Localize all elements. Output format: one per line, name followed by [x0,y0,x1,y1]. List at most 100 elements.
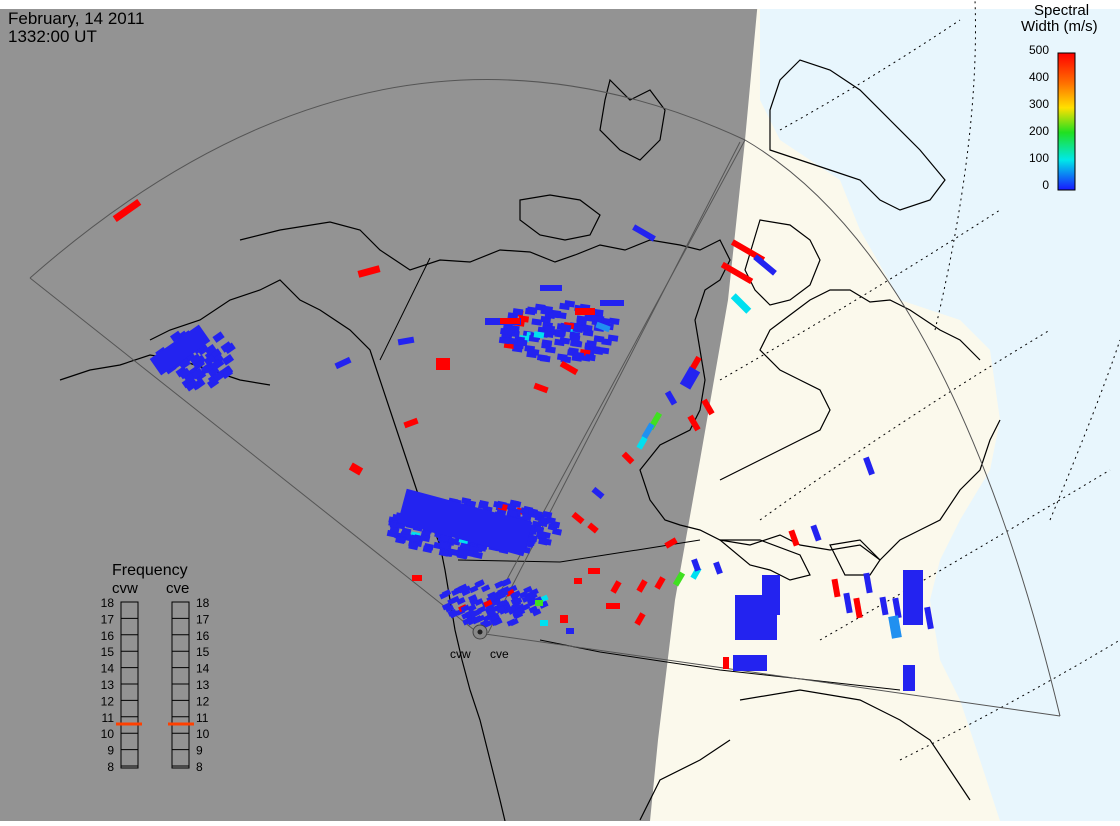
scatter-cell [586,340,597,348]
radar-site-label-cvw: cvw [450,647,471,661]
scatter-cell [566,628,574,634]
scatter-cell [469,585,479,594]
scatter-cell [512,308,524,316]
scatter-cell [903,570,923,625]
scatter-cell [601,338,613,346]
scatter-cell [593,335,605,343]
scatter-cell [462,617,472,626]
coastlines [59,59,1001,822]
scatter-cell [469,597,479,606]
colorbar-title-line2: Width (m/s) [1021,18,1098,35]
scatter-cell [467,604,477,612]
frequency-scale-label-cve: 10 [196,727,210,741]
colorbar-gradient [1057,52,1076,191]
scatter-cell [185,379,198,392]
frequency-scale-label-cvw: 13 [101,678,115,692]
frequency-scale-label-cve: 11 [196,711,209,725]
scatter-cell [491,598,502,607]
scatter-cell [576,315,588,323]
radar-field-of-view [29,79,1061,717]
scatter-cell [598,346,610,355]
scatter-cell [701,398,715,416]
scatter-cell [524,307,536,316]
scatter-cell [560,323,572,332]
scatter-cell [458,548,469,557]
scatter-cell [879,596,889,616]
frequency-radar-label-cve: cve [166,580,189,597]
scatter-cell [468,594,478,602]
scatter-cell [636,436,648,450]
scatter-cell [573,351,585,360]
scatter-cell [501,327,513,336]
scatter-cell [588,568,600,574]
scatter-cell [348,462,364,476]
scatter-cell [535,530,546,539]
scatter-cell [112,199,142,222]
scatter-cell [439,534,450,543]
scatter-cell [545,516,556,525]
scatter-cell [203,354,216,366]
scatter-cell [903,665,915,691]
scatter-cell [511,590,521,599]
scatter-cell [534,525,545,534]
scatter-cell [169,330,183,343]
frequency-radar-label-cvw: cvw [112,580,138,597]
scatter-cell [480,584,491,593]
frequency-scale-label-cvw: 16 [101,629,115,643]
scatter-cell [528,592,538,600]
scatter-cell [532,510,543,518]
scatter-cell [510,596,521,605]
scatter-cell [632,224,656,242]
scatter-cell [441,602,452,611]
scatter-cell [450,537,461,546]
scatter-cell [511,500,522,508]
scatter-cell [600,300,624,306]
scatter-cell [691,558,701,572]
scatter-cell [483,599,493,608]
scatter-cell [408,541,419,550]
scatter-cell [575,308,595,315]
scatter-cell [412,575,422,581]
scatter-cell [439,591,449,600]
scatter-cell [545,346,556,354]
scatter-cell [679,366,701,390]
colorbar-tick: 300 [1029,97,1049,111]
scatter-cell [439,541,450,550]
scatter-cell [533,382,549,394]
frequency-scale-label-cvw: 11 [102,711,115,725]
scatter-cell [533,331,545,339]
frequency-scale-label-cve: 18 [196,596,210,610]
scatter-cell [410,534,421,543]
scatter-cell [496,600,506,609]
scatter-cell [191,367,204,380]
scatter-cell [493,500,504,509]
scatter-cell [587,522,599,534]
scatter-cell [634,612,646,626]
scatter-cell [422,545,433,554]
scatter-cell [436,358,450,370]
scatter-cell [888,615,902,639]
scatter-cell [500,318,520,324]
colorbar-title-line1: Spectral [1034,2,1089,19]
scatter-cell [357,265,381,278]
scatter-cell [544,324,556,333]
scatter-cell [542,510,553,519]
scatter-cell [560,615,568,623]
scatter-cell [389,526,400,535]
scatter-cell [531,608,542,617]
scatter-cell [478,499,489,508]
scatter-cell [540,285,562,291]
scatter-cell [636,579,648,593]
frequency-scale-label-cve: 17 [196,612,210,626]
frequency-column-cvw [120,601,139,769]
scatter-cell [204,344,217,356]
time-label: 1332:00 UT [8,27,97,46]
frequency-scale-label-cvw: 14 [101,662,115,676]
scatter-cell [585,353,596,362]
scatter-cell [521,512,532,521]
scatter-cell [518,590,529,599]
scatter-cell [664,537,678,549]
scatter-cell [438,549,449,557]
scatter-cell [465,609,476,618]
scatter-cell [509,618,519,627]
